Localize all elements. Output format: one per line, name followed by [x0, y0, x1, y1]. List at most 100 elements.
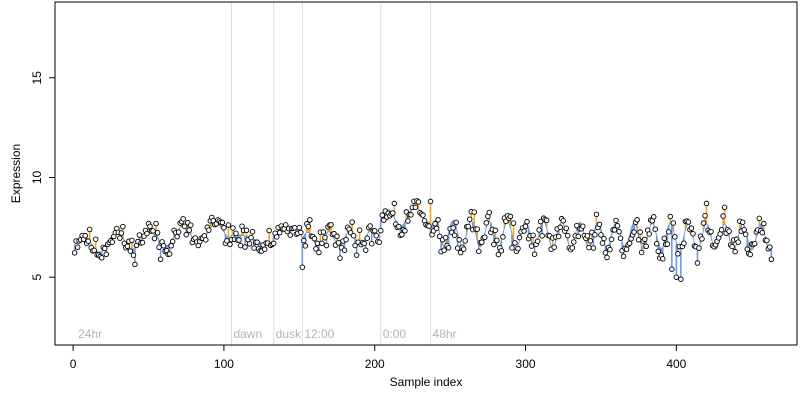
data-point	[462, 238, 468, 244]
region-label: dawn	[233, 327, 262, 341]
data-point	[415, 199, 422, 205]
data-point	[471, 209, 478, 215]
data-point	[261, 246, 268, 252]
data-point	[611, 227, 618, 233]
data-point	[436, 233, 443, 240]
data-point	[221, 224, 227, 231]
data-point	[453, 219, 459, 226]
plot-frame	[54, 1, 798, 346]
data-point	[669, 266, 675, 272]
data-point	[99, 255, 105, 261]
data-point	[353, 252, 360, 258]
region-label: 24hr	[78, 327, 102, 341]
data-point	[752, 240, 758, 247]
data-point	[147, 223, 153, 230]
data-point	[742, 231, 749, 238]
data-point	[460, 246, 467, 252]
data-point	[82, 232, 88, 239]
data-point	[314, 240, 321, 247]
data-point	[759, 229, 766, 236]
region-labels: 24hr dawn dusk 12:00 0:00 48hr	[78, 327, 456, 341]
data-point	[371, 228, 378, 234]
data-point	[602, 249, 609, 256]
data-point	[739, 219, 746, 225]
data-point	[524, 218, 530, 225]
data-point	[537, 218, 544, 225]
data-point	[466, 216, 473, 222]
data-point	[607, 246, 613, 253]
data-point	[729, 243, 735, 250]
data-point	[767, 244, 773, 250]
data-point	[637, 229, 643, 235]
data-point	[574, 222, 580, 229]
data-point	[361, 240, 367, 247]
data-point	[432, 220, 438, 227]
data-point	[516, 234, 523, 241]
data-point	[270, 240, 277, 247]
data-point	[378, 227, 384, 234]
data-point	[744, 246, 750, 252]
data-point	[456, 237, 462, 243]
y-axis: 5 10 15	[30, 71, 55, 281]
data-point	[457, 249, 464, 256]
data-point	[153, 220, 159, 227]
data-point	[390, 210, 396, 216]
data-point	[296, 224, 303, 231]
x-tick-label: 400	[666, 357, 686, 371]
data-point	[305, 223, 312, 230]
data-point	[678, 276, 684, 282]
data-point	[685, 219, 692, 225]
data-point	[71, 250, 78, 256]
data-point	[362, 247, 369, 253]
data-point	[230, 225, 236, 231]
data-point	[634, 217, 640, 223]
data-point	[530, 232, 536, 239]
data-point	[571, 239, 577, 245]
data-point	[486, 209, 493, 216]
data-point	[356, 227, 363, 233]
data-point	[515, 245, 521, 252]
data-point	[292, 225, 298, 231]
data-point	[139, 239, 146, 246]
x-tick-label: 0	[70, 357, 77, 371]
data-point	[670, 220, 677, 226]
data-point	[319, 240, 325, 247]
data-point	[522, 223, 529, 230]
data-point	[495, 251, 502, 258]
x-axis: 0 100 200 300 400	[70, 345, 687, 371]
data-point	[337, 255, 343, 261]
region-label: dusk	[276, 327, 302, 341]
data-point	[613, 217, 619, 224]
data-point	[696, 245, 702, 251]
data-point	[391, 200, 398, 207]
data-point	[376, 239, 382, 245]
data-point	[536, 227, 542, 233]
data-point	[721, 204, 728, 211]
data-point	[465, 223, 471, 230]
data-point	[243, 227, 250, 234]
data-point	[690, 230, 696, 237]
data-point	[646, 231, 652, 237]
data-point	[521, 228, 527, 234]
data-point	[248, 234, 254, 241]
region-dividers	[230, 2, 432, 345]
data-point	[498, 248, 505, 254]
data-point	[616, 228, 622, 235]
data-point	[454, 245, 461, 251]
data-point	[509, 245, 515, 251]
data-point	[672, 234, 678, 240]
x-tick-label: 300	[516, 357, 536, 371]
data-point	[702, 212, 708, 219]
data-point	[85, 238, 91, 244]
data-point	[635, 237, 642, 243]
data-point	[364, 235, 370, 241]
data-point	[156, 244, 162, 251]
data-point	[181, 223, 188, 230]
data-point	[608, 236, 615, 243]
data-point	[543, 217, 550, 224]
data-point	[124, 243, 131, 250]
x-tick-label: 200	[365, 357, 385, 371]
data-point	[491, 241, 497, 248]
data-point	[474, 226, 481, 232]
data-point	[726, 228, 732, 235]
